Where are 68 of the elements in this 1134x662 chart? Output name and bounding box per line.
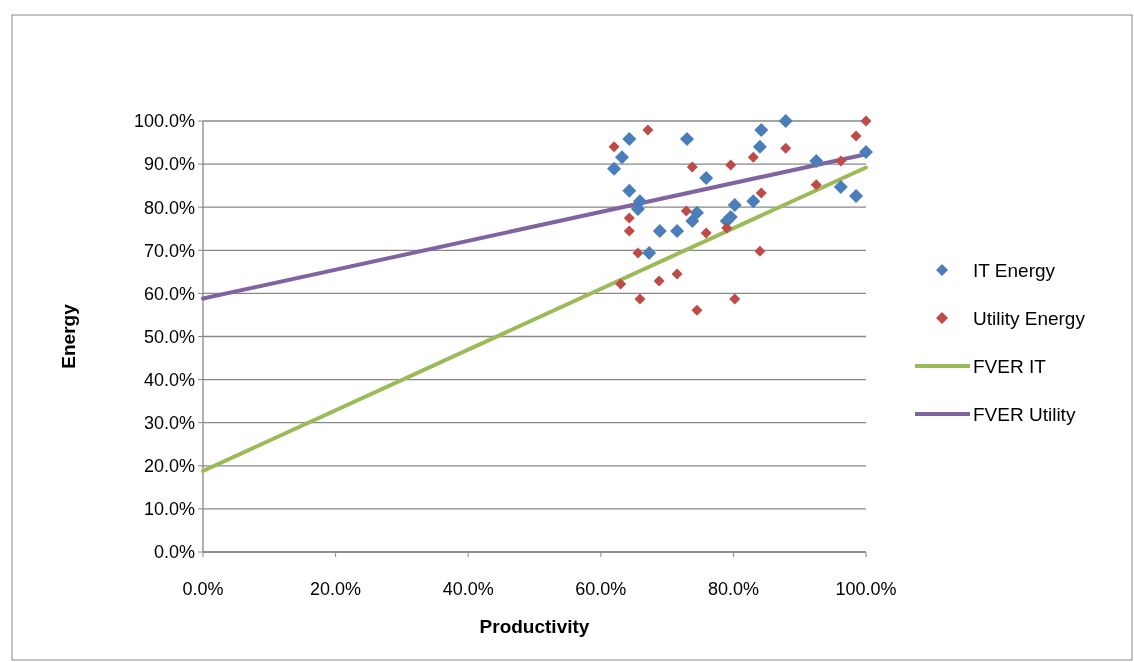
y-tick-label: 80.0% — [143, 197, 195, 218]
point — [686, 161, 698, 173]
point — [615, 150, 630, 165]
point — [725, 159, 737, 171]
point — [670, 223, 685, 238]
point — [652, 223, 667, 238]
y-axis-title: Energy — [58, 303, 79, 369]
point — [859, 145, 873, 160]
y-tick-label: 20.0% — [143, 456, 195, 477]
point — [721, 222, 733, 234]
point — [809, 154, 824, 169]
point — [607, 161, 622, 176]
y-tick-label: 10.0% — [143, 499, 195, 520]
point — [746, 194, 761, 209]
point — [689, 205, 704, 220]
legend-label: IT Energy — [973, 259, 1056, 281]
legend-label: Utility Energy — [973, 307, 1086, 329]
point — [835, 155, 847, 167]
point — [754, 123, 769, 138]
y-tick-label: 30.0% — [143, 413, 195, 433]
y-tick-label: 0.0% — [153, 542, 195, 563]
point — [810, 179, 822, 191]
x-tick-label: 40.0% — [442, 579, 494, 599]
point — [671, 268, 683, 280]
point — [623, 212, 635, 224]
x-axis-title: Productivity — [479, 616, 590, 637]
point — [755, 187, 767, 199]
y-tick-label: 90.0% — [143, 154, 195, 175]
point — [691, 304, 703, 316]
point — [622, 132, 637, 147]
x-tick-label: 0.0% — [182, 579, 224, 599]
y-tick-label: 100.0% — [133, 111, 195, 132]
legend-label: FVER IT — [973, 355, 1047, 377]
point — [634, 293, 646, 305]
point — [622, 183, 637, 198]
x-tick-label: 60.0% — [575, 579, 627, 599]
point — [623, 225, 635, 237]
y-tick-label: 40.0% — [143, 369, 195, 390]
point — [833, 179, 848, 194]
point — [632, 247, 644, 259]
point — [700, 227, 712, 239]
point — [778, 114, 793, 128]
point — [850, 130, 862, 142]
point — [723, 210, 738, 225]
point — [615, 278, 627, 290]
point — [727, 198, 742, 213]
point — [860, 115, 872, 127]
point — [679, 132, 694, 147]
x-tick-label: 100.0% — [835, 579, 897, 599]
point — [653, 275, 665, 287]
point — [780, 142, 792, 154]
point — [752, 139, 767, 154]
point — [642, 124, 654, 136]
point — [754, 245, 766, 257]
y-tick-label: 60.0% — [143, 283, 195, 304]
point — [747, 151, 759, 163]
point — [680, 205, 692, 217]
x-tick-label: 80.0% — [707, 579, 759, 599]
point — [642, 245, 657, 260]
point — [729, 293, 741, 305]
y-tick-label: 50.0% — [143, 326, 195, 347]
point — [849, 188, 864, 203]
y-tick-label: 70.0% — [143, 240, 195, 261]
point — [699, 170, 714, 185]
point — [608, 141, 620, 153]
point — [685, 213, 700, 228]
x-tick-label: 20.0% — [310, 579, 362, 599]
legend-label: FVER Utility — [973, 403, 1076, 425]
